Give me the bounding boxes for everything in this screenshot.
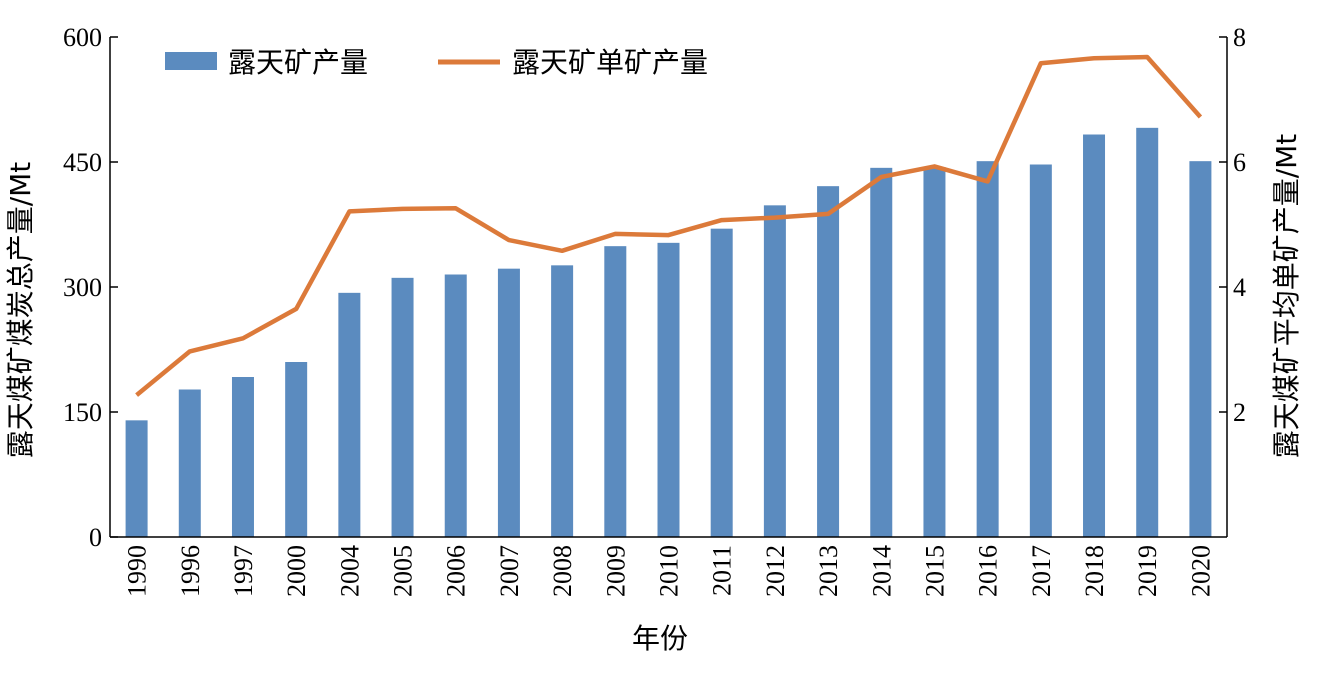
x-tick-label: 2017 <box>1027 545 1056 597</box>
bar-2016 <box>976 161 999 537</box>
right-tick-label: 2 <box>1233 398 1246 427</box>
x-tick-label: 2010 <box>655 545 684 597</box>
bar-1990 <box>125 420 148 537</box>
bar-2018 <box>1083 134 1106 537</box>
bar-2010 <box>657 242 680 538</box>
x-tick-label: 2004 <box>335 545 364 597</box>
right-tick-label: 6 <box>1233 148 1246 177</box>
bar-2008 <box>551 265 574 537</box>
left-tick-label: 300 <box>63 273 102 302</box>
left-tick-label: 600 <box>63 23 102 52</box>
bar-2007 <box>497 268 520 537</box>
x-tick-label: 2020 <box>1186 545 1215 597</box>
bar-2006 <box>444 274 467 537</box>
x-tick-label: 1990 <box>123 545 152 597</box>
x-tick-label: 2006 <box>442 545 471 597</box>
tick-labels: 0 150 300 450 600 2 4 6 8 1990 1996 1997 2000 2004 200… <box>63 23 1246 597</box>
x-tick-label: 2007 <box>495 545 524 597</box>
bar-2013 <box>817 186 840 537</box>
legend-label-bar: 露天矿产量 <box>228 46 368 79</box>
bar-1996 <box>178 389 201 537</box>
bar-2017 <box>1029 164 1052 537</box>
right-tick-label: 8 <box>1233 23 1246 52</box>
x-tick-label: 2015 <box>920 545 949 597</box>
bar-2005 <box>391 277 414 537</box>
bar-2000 <box>285 362 308 537</box>
x-tick-label: 1996 <box>176 545 205 597</box>
x-tick-label: 2009 <box>601 545 630 597</box>
legend-swatch-bar <box>165 52 217 70</box>
x-tick-label: 2008 <box>548 545 577 597</box>
x-tick-label: 2016 <box>974 545 1003 597</box>
bar-2019 <box>1136 127 1159 537</box>
legend-label-line: 露天矿单矿产量 <box>512 46 708 79</box>
left-tick-label: 450 <box>63 148 102 177</box>
bar-2009 <box>604 246 627 537</box>
x-tick-label: 2011 <box>708 545 737 596</box>
bar-2015 <box>923 167 946 537</box>
x-axis-title: 年份 <box>632 622 688 655</box>
bar-series <box>125 127 1212 538</box>
right-axis-title: 露天煤矿平均单矿产量/Mt <box>1270 134 1303 459</box>
bar-2014 <box>870 167 893 538</box>
x-tick-label: 2013 <box>814 545 843 597</box>
x-tick-label: 2000 <box>282 545 311 597</box>
bar-2004 <box>338 292 361 537</box>
bar-2011 <box>710 228 733 537</box>
line-series <box>135 54 1203 397</box>
bar-2012 <box>763 205 786 538</box>
x-tick-label: 2012 <box>761 545 790 597</box>
axes <box>109 36 1228 538</box>
bar-1997 <box>231 377 254 537</box>
x-tick-label: 2005 <box>389 545 418 597</box>
bar-2020 <box>1189 161 1212 537</box>
legend: 露天矿产量 露天矿单矿产量 <box>165 46 708 79</box>
x-tick-label: 2014 <box>867 545 896 597</box>
right-tick-label: 4 <box>1233 273 1246 302</box>
x-tick-label: 1997 <box>229 545 258 597</box>
left-tick-label: 0 <box>89 523 102 552</box>
x-tick-label: 2019 <box>1133 545 1162 597</box>
left-axis-title: 露天煤矿煤炭总产量/Mt <box>4 162 37 459</box>
x-tick-label: 2018 <box>1080 545 1109 597</box>
left-tick-label: 150 <box>63 398 102 427</box>
